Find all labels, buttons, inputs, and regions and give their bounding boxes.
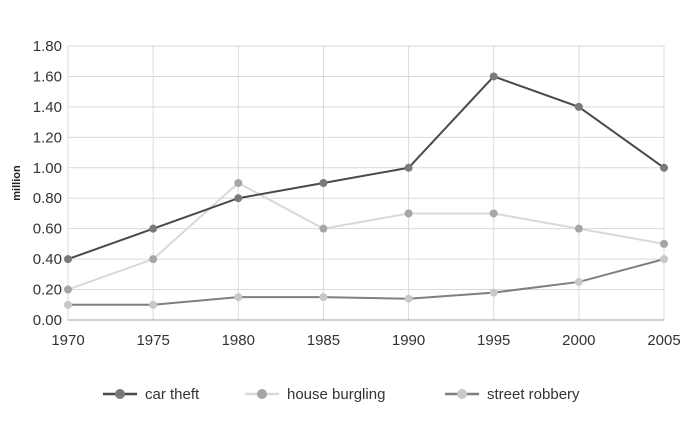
- legend-marker: [115, 389, 125, 399]
- data-point: [660, 255, 668, 264]
- x-tick-label: 1970: [51, 332, 84, 349]
- gridlines: [67, 45, 665, 321]
- series-house-burgling: [64, 179, 668, 294]
- data-point: [64, 300, 72, 309]
- series-line: [67, 181, 665, 291]
- data-point: [149, 255, 158, 264]
- data-point: [574, 102, 583, 111]
- x-tick-label: 2000: [562, 332, 595, 349]
- data-point: [234, 179, 243, 187]
- data-point: [404, 163, 413, 172]
- data-point: [489, 72, 498, 81]
- legend-marker: [257, 389, 267, 399]
- y-tick-label: 1.40: [33, 99, 62, 116]
- data-point: [149, 224, 158, 233]
- data-point: [149, 300, 158, 309]
- legend-label: street robbery: [487, 386, 580, 403]
- y-tick-label: 1.00: [33, 160, 62, 177]
- data-point: [660, 163, 668, 172]
- legend-item: house burgling: [245, 386, 385, 403]
- y-tick-label: 0.80: [33, 190, 62, 207]
- legend-label: car theft: [145, 386, 200, 403]
- x-tick-label: 1975: [136, 332, 169, 349]
- legend: car theft house burgling street robbery: [103, 386, 580, 403]
- data-point: [64, 285, 72, 294]
- data-point: [574, 277, 583, 286]
- data-point: [234, 293, 243, 302]
- data-point: [64, 255, 72, 264]
- series-street-robbery: [64, 255, 668, 309]
- axes: 0.00 0.20 0.40 0.60 0.80 1.00 1.20 1.40 1.60 1.80…: [33, 38, 681, 349]
- x-tick-label: 1985: [307, 332, 340, 349]
- y-axis-title: million: [11, 165, 23, 201]
- data-point: [234, 194, 243, 203]
- data-point: [574, 224, 583, 233]
- y-tick-label: 0.20: [33, 282, 62, 299]
- data-point: [404, 294, 413, 303]
- legend-item: car theft: [103, 386, 200, 403]
- data-point: [660, 239, 668, 248]
- x-tick-label: 1980: [222, 332, 255, 349]
- data-point: [319, 179, 328, 187]
- series-layer: [64, 72, 668, 309]
- y-tick-label: 0.00: [33, 312, 62, 329]
- data-point: [319, 293, 328, 302]
- data-point: [489, 209, 498, 218]
- y-tick-label: 1.20: [33, 129, 62, 146]
- x-tick-label: 1990: [392, 332, 425, 349]
- legend-label: house burgling: [287, 386, 385, 403]
- data-point: [404, 209, 413, 218]
- x-tick-label: 2005: [647, 332, 680, 349]
- y-tick-label: 1.80: [33, 38, 62, 55]
- y-tick-label: 1.60: [33, 68, 62, 85]
- y-tick-label: 0.40: [33, 251, 62, 268]
- series-line: [68, 258, 665, 306]
- legend-marker: [457, 389, 467, 399]
- x-tick-label: 1995: [477, 332, 510, 349]
- data-point: [489, 288, 498, 297]
- data-point: [319, 224, 328, 233]
- legend-item: street robbery: [445, 386, 580, 403]
- series-car-theft: [64, 72, 668, 264]
- y-tick-label: 0.60: [33, 221, 62, 238]
- series-line: [67, 75, 665, 261]
